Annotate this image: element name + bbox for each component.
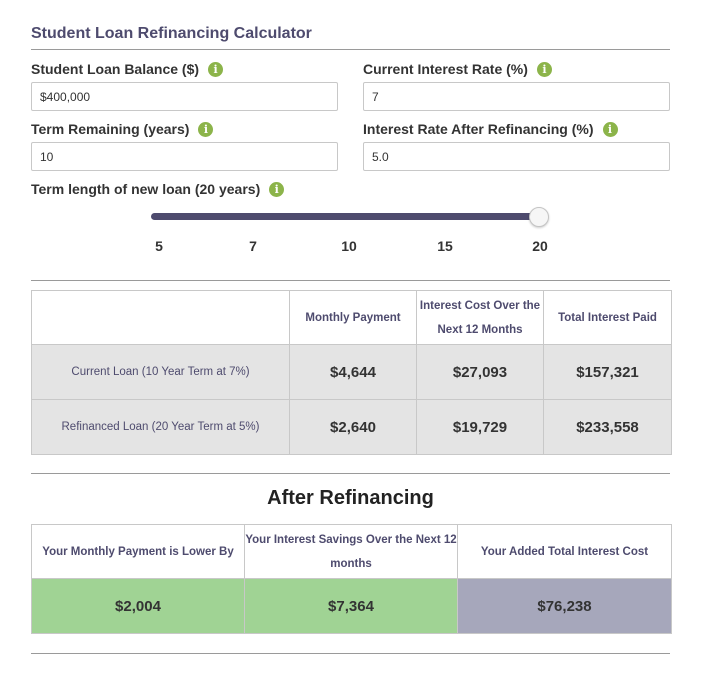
row-label: Current Loan (10 Year Term at 7%) bbox=[31, 344, 290, 400]
current-rate-label-group: Current Interest Rate (%) i bbox=[363, 61, 552, 77]
table-row: $2,004 $7,364 $76,238 bbox=[31, 578, 672, 634]
term-remaining-label-group: Term Remaining (years) i bbox=[31, 121, 214, 137]
total-interest-cell: $233,558 bbox=[543, 399, 672, 455]
slider-tick-label[interactable]: 5 bbox=[155, 238, 163, 254]
balance-label: Student Loan Balance ($) bbox=[31, 61, 200, 77]
calculator-title: Student Loan Refinancing Calculator bbox=[31, 25, 312, 42]
interest-12-months-cell: $19,729 bbox=[416, 399, 544, 455]
balance-input[interactable] bbox=[31, 82, 338, 111]
table-row: Current Loan (10 Year Term at 7%) $4,644… bbox=[31, 344, 672, 400]
slider-tick-label[interactable]: 7 bbox=[249, 238, 257, 254]
monthly-payment-cell: $4,644 bbox=[289, 344, 417, 400]
table-header: Total Interest Paid bbox=[543, 290, 672, 345]
loan-comparison-table: Monthly Payment Interest Cost Over the N… bbox=[31, 290, 672, 455]
interest-savings-cell: $7,364 bbox=[244, 578, 458, 634]
slider-tick-label[interactable]: 10 bbox=[341, 238, 357, 254]
added-interest-cost-cell: $76,238 bbox=[457, 578, 672, 634]
term-length-slider-track[interactable] bbox=[151, 213, 540, 220]
info-icon[interactable]: i bbox=[536, 61, 552, 77]
table-header-row: Monthly Payment Interest Cost Over the N… bbox=[31, 290, 672, 345]
table-row: Refinanced Loan (20 Year Term at 5%) $2,… bbox=[31, 399, 672, 455]
info-icon[interactable]: i bbox=[602, 121, 618, 137]
term-length-label-group: Term length of new loan (20 years) i bbox=[31, 181, 285, 197]
table-header-row: Your Monthly Payment is Lower By Your In… bbox=[31, 524, 672, 579]
current-rate-label: Current Interest Rate (%) bbox=[363, 61, 528, 77]
table-header: Your Added Total Interest Cost bbox=[457, 524, 672, 579]
monthly-payment-cell: $2,640 bbox=[289, 399, 417, 455]
interest-12-months-cell: $27,093 bbox=[416, 344, 544, 400]
section-divider bbox=[31, 473, 670, 474]
table-header: Your Monthly Payment is Lower By bbox=[31, 524, 245, 579]
table-header: Monthly Payment bbox=[289, 290, 417, 345]
term-remaining-input[interactable] bbox=[31, 142, 338, 171]
new-rate-label-group: Interest Rate After Refinancing (%) i bbox=[363, 121, 618, 137]
balance-label-group: Student Loan Balance ($) i bbox=[31, 61, 224, 77]
after-refinancing-table: Your Monthly Payment is Lower By Your In… bbox=[31, 524, 672, 634]
section-divider bbox=[31, 653, 670, 654]
term-length-slider-handle[interactable] bbox=[529, 207, 549, 227]
new-rate-label: Interest Rate After Refinancing (%) bbox=[363, 121, 594, 137]
table-header: Interest Cost Over the Next 12 Months bbox=[416, 290, 544, 345]
current-rate-input[interactable] bbox=[363, 82, 670, 111]
info-icon[interactable]: i bbox=[198, 121, 214, 137]
info-icon[interactable]: i bbox=[269, 181, 285, 197]
term-remaining-label: Term Remaining (years) bbox=[31, 121, 190, 137]
new-rate-input[interactable] bbox=[363, 142, 670, 171]
table-header: Your Interest Savings Over the Next 12 m… bbox=[244, 524, 458, 579]
row-label: Refinanced Loan (20 Year Term at 5%) bbox=[31, 399, 290, 455]
monthly-savings-cell: $2,004 bbox=[31, 578, 245, 634]
section-divider bbox=[31, 280, 670, 281]
total-interest-cell: $157,321 bbox=[543, 344, 672, 400]
after-refinancing-heading: After Refinancing bbox=[267, 487, 434, 509]
slider-tick-label[interactable]: 20 bbox=[532, 238, 548, 254]
slider-tick-label[interactable]: 15 bbox=[437, 238, 453, 254]
table-header-empty bbox=[31, 290, 290, 345]
title-divider bbox=[31, 49, 670, 50]
term-length-label: Term length of new loan (20 years) bbox=[31, 181, 261, 197]
info-icon[interactable]: i bbox=[208, 61, 224, 77]
